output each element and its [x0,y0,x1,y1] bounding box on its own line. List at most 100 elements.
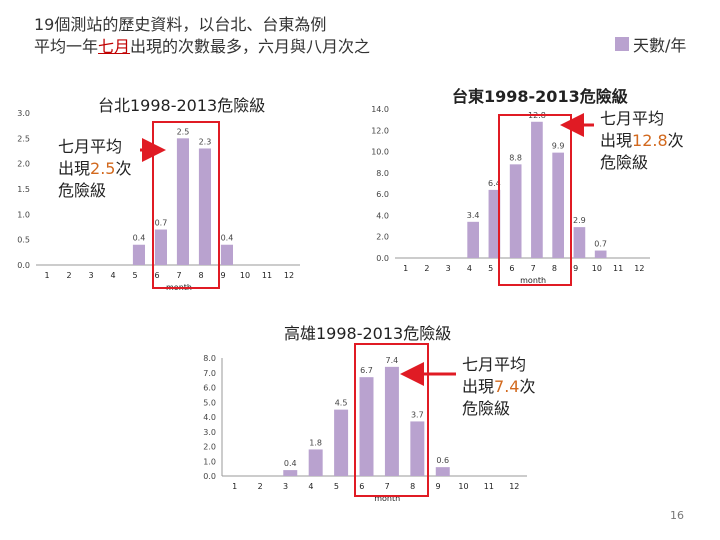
legend-label: 天數/年 [633,36,687,55]
taitung-data-label: 2.9 [573,216,586,225]
taipei-x-tick-label: 1 [44,271,49,280]
taipei-y-tick-label: 3.0 [17,109,30,118]
taitung-bar [552,152,564,258]
taitung-x-tick-label: 8 [552,264,557,273]
kaohsiung-note-line1: 七月平均 [462,355,527,374]
kaohsiung-x-tick-label: 1 [232,482,237,491]
kaohsiung-bar [359,377,374,476]
kaohsiung-bar [283,470,298,476]
taitung-x-tick-label: 12 [634,264,644,273]
taitung-bar [594,250,607,258]
legend-swatch [615,37,629,51]
kaohsiung-bar [334,409,349,476]
kaohsiung-y-tick-label: 6.0 [203,384,216,393]
heading-line-2: 平均一年七月出現的次數最多，六月與八月次之 [34,36,370,58]
legend: 天數/年 [615,32,686,56]
kaohsiung-data-label: 6.7 [360,366,373,375]
taipei-y-tick-label: 2.0 [17,160,30,169]
taipei-x-tick-label: 8 [198,271,203,280]
taitung-x-tick-label: 7 [531,264,536,273]
taipei-x-tick-label: 12 [284,271,294,280]
taipei-x-tick-label: 6 [154,271,159,280]
taipei-data-label: 0.4 [133,234,146,243]
taipei-x-tick-label: 7 [176,271,181,280]
taitung-y-tick-label: 12.0 [371,126,389,135]
taipei-x-tick-label: 4 [110,271,115,280]
taitung-x-tick-label: 3 [446,264,451,273]
taipei-data-label: 2.5 [177,127,190,136]
taitung-x-axis-label: month [520,276,546,285]
taitung-bar [467,221,479,258]
kaohsiung-data-label: 3.7 [411,410,424,419]
kaohsiung-y-tick-label: 2.0 [203,443,216,452]
kaohsiung-bar [384,366,399,476]
kaohsiung-x-tick-label: 10 [458,482,468,491]
taitung-bar [509,164,522,258]
taipei-x-tick-label: 10 [240,271,250,280]
kaohsiung-x-tick-label: 5 [334,482,339,491]
kaohsiung-note-line3: 危險級 [462,399,511,418]
heading-highlight-july: 七月 [98,37,131,56]
taitung-x-tick-label: 11 [613,264,623,273]
taipei-x-tick-label: 9 [220,271,225,280]
kaohsiung-bar [308,449,323,476]
taitung-y-tick-label: 14.0 [371,105,389,114]
kaohsiung-data-label: 0.6 [436,456,449,465]
taitung-data-label: 8.8 [509,153,522,162]
kaohsiung-x-tick-label: 6 [359,482,364,491]
kaohsiung-x-tick-label: 3 [283,482,288,491]
slide-heading: 19個測站的歷史資料，以台北、台東為例 平均一年七月出現的次數最多，六月與八月次… [34,14,370,58]
taipei-data-label: 0.7 [155,219,168,228]
taitung-chart-title: 台東1998-2013危險級 [452,87,628,106]
taipei-bar [154,229,167,265]
taitung-data-label: 6.4 [488,179,501,188]
kaohsiung-data-label: 1.8 [309,438,322,447]
kaohsiung-bar [435,467,450,476]
taitung-note-line2: 出現12.8次 [600,131,684,150]
kaohsiung-data-label: 0.4 [284,459,297,468]
taipei-x-tick-label: 3 [88,271,93,280]
kaohsiung-data-label: 7.4 [386,356,399,365]
taipei-bar [176,138,189,265]
taipei-note-number: 2.5 [90,159,116,178]
taitung-data-label: 0.7 [594,240,607,249]
taitung-x-tick-label: 5 [488,264,493,273]
kaohsiung-y-tick-label: 1.0 [203,457,216,466]
heading-line-2-post: 出現的次數最多，六月與八月次之 [130,37,371,56]
taipei-bar [132,244,145,265]
taitung-bar [531,121,543,259]
heading-line-2-pre: 平均一年 [34,37,99,56]
kaohsiung-x-tick-label: 4 [308,482,313,491]
taitung-x-tick-label: 6 [509,264,514,273]
taipei-data-label: 0.4 [221,234,234,243]
taipei-y-tick-label: 2.5 [17,134,30,143]
taipei-note: 七月平均 出現2.5次 危險級 [58,136,131,202]
taipei-y-tick-label: 1.5 [17,185,30,194]
taitung-y-tick-label: 8.0 [376,169,389,178]
kaohsiung-x-tick-label: 12 [509,482,519,491]
kaohsiung-y-tick-label: 0.0 [203,472,216,481]
taipei-y-tick-label: 1.0 [17,210,30,219]
kaohsiung-x-tick-label: 9 [435,482,440,491]
taitung-bar [573,227,586,258]
kaohsiung-y-tick-label: 3.0 [203,428,216,437]
taitung-highlight-box [498,114,572,286]
taipei-chart-title: 台北1998-2013危險級 [98,96,266,115]
taitung-y-tick-label: 2.0 [376,233,389,242]
kaohsiung-data-label: 4.5 [335,399,348,408]
taitung-data-label: 3.4 [467,211,480,220]
taitung-x-tick-label: 2 [424,264,429,273]
kaohsiung-x-tick-label: 11 [484,482,494,491]
taipei-highlight-box [152,121,220,289]
taipei-x-tick-label: 2 [66,271,71,280]
kaohsiung-y-tick-label: 5.0 [203,398,216,407]
taipei-bar [198,148,211,265]
kaohsiung-highlight-box [354,343,429,497]
kaohsiung-y-tick-label: 4.0 [203,413,216,422]
taipei-y-tick-label: 0.5 [17,236,30,245]
taitung-y-tick-label: 10.0 [371,148,389,157]
taitung-note-line3: 危險級 [600,153,649,172]
taitung-data-label: 9.9 [552,142,565,151]
kaohsiung-x-tick-label: 7 [385,482,390,491]
